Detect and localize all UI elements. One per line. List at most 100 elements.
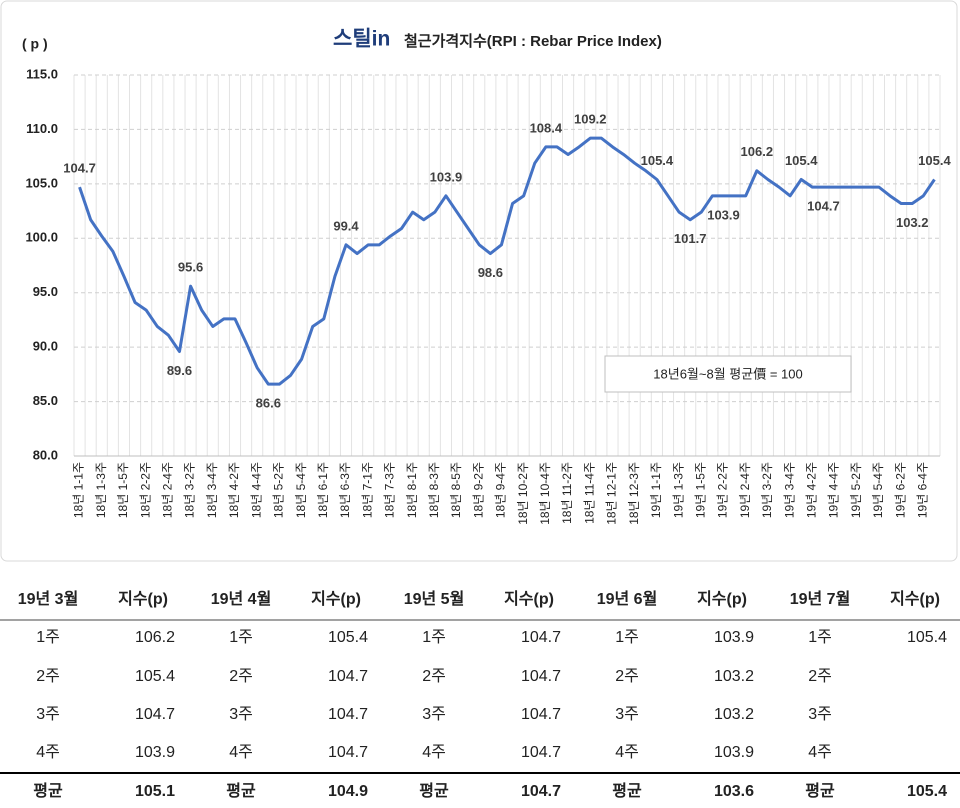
annotation-box <box>604 355 852 393</box>
table-cell: 104.7 <box>521 629 561 646</box>
x-tick-label: 18년 7-1주 <box>360 462 374 518</box>
y-tick-label: 80.0 <box>33 447 58 462</box>
table-cell: 1주 <box>422 629 446 646</box>
x-tick-label: 18년 8-1주 <box>405 462 419 518</box>
data-label: 104.7 <box>63 161 96 176</box>
x-tick-label: 18년 1-5주 <box>116 462 130 518</box>
table-cell: 1주 <box>36 629 60 646</box>
table-cell: 2주 <box>229 668 253 685</box>
x-tick-label: 18년 10-2주 <box>516 462 530 525</box>
x-tick-label: 18년 4-2주 <box>227 462 241 518</box>
table-cell: 3주 <box>808 706 832 723</box>
data-label: 89.6 <box>167 363 192 378</box>
x-tick-label: 18년 12-3주 <box>627 462 641 525</box>
x-tick-label: 19년 4-4주 <box>827 462 841 518</box>
table-header: 19년 4월 <box>211 589 272 608</box>
y-tick-label: 115.0 <box>26 66 58 81</box>
annotation: 18년6월~8월 평균價 = 100 <box>653 366 802 381</box>
y-tick-label: 110.0 <box>26 121 58 136</box>
table-cell: 4주 <box>615 744 639 761</box>
table-header: 지수(p) <box>311 590 361 608</box>
table-footer: 평균 <box>419 782 449 800</box>
x-tick-label: 18년 6-1주 <box>316 462 330 518</box>
table-footer: 104.9 <box>328 783 368 800</box>
x-tick-label: 19년 4-2주 <box>804 462 818 518</box>
x-tick-label: 18년 11-4주 <box>582 462 596 524</box>
table-header: 19년 6월 <box>597 589 658 608</box>
table-cell: 104.7 <box>328 668 368 685</box>
table-cell: 104.7 <box>135 706 175 723</box>
table-header: 지수(p) <box>118 590 168 608</box>
x-tick-label: 19년 1-5주 <box>693 462 707 518</box>
table-header: 지수(p) <box>697 590 747 608</box>
chart-title: 철근가격지수(RPI : Rebar Price Index) <box>404 32 662 50</box>
x-tick-label: 19년 2-2주 <box>716 462 730 518</box>
table-cell: 104.7 <box>328 706 368 723</box>
table-cell: 103.2 <box>714 706 754 723</box>
y-tick-label: 85.0 <box>33 393 58 408</box>
table-cell: 3주 <box>422 706 446 723</box>
data-label: 106.2 <box>741 144 774 159</box>
table-cell: 4주 <box>229 744 253 761</box>
x-tick-label: 18년 10-4주 <box>538 462 552 525</box>
x-tick-label: 18년 7-3주 <box>383 462 397 518</box>
data-label: 105.4 <box>785 153 818 168</box>
x-tick-label: 18년 11-2주 <box>560 462 574 524</box>
x-tick-label: 18년 12-1주 <box>605 462 619 525</box>
table-cell: 105.4 <box>135 668 175 685</box>
table-header: 19년 7월 <box>790 589 851 608</box>
table-cell: 106.2 <box>135 629 175 646</box>
x-tick-label: 18년 5-4주 <box>294 462 308 518</box>
table-footer: 평균 <box>33 782 63 800</box>
x-tick-label: 19년 6-2주 <box>893 462 907 518</box>
x-tick-label: 18년 4-4주 <box>249 462 263 518</box>
table-cell: 2주 <box>615 668 639 685</box>
x-tick-label: 19년 3-4주 <box>782 462 796 518</box>
table-header: 지수(p) <box>890 590 940 608</box>
table-cell: 104.7 <box>328 744 368 761</box>
table-footer: 105.4 <box>907 783 947 800</box>
table-footer: 평균 <box>226 782 256 800</box>
x-tick-label: 18년 9-4주 <box>494 462 508 518</box>
x-tick-label: 19년 1-1주 <box>649 462 663 518</box>
x-tick-label: 18년 9-2주 <box>471 462 485 518</box>
data-label: 104.7 <box>807 199 840 214</box>
x-tick-label: 18년 5-2주 <box>272 462 286 518</box>
table-footer: 104.7 <box>521 783 561 800</box>
data-label: 105.4 <box>641 153 674 168</box>
x-tick-label: 18년 8-3주 <box>427 462 441 518</box>
x-tick-label: 19년 5-2주 <box>849 462 863 518</box>
table-cell: 4주 <box>808 744 832 761</box>
data-label: 108.4 <box>530 120 563 135</box>
x-tick-label: 19년 2-4주 <box>738 462 752 518</box>
table-cell: 1주 <box>808 629 832 646</box>
x-tick-label: 18년 1-3주 <box>94 462 108 518</box>
table-cell: 3주 <box>615 706 639 723</box>
table-cell: 2주 <box>808 668 832 685</box>
table-footer: 평균 <box>805 782 835 800</box>
data-line <box>78 136 936 386</box>
table-cell: 3주 <box>229 706 253 723</box>
data-label: 101.7 <box>674 231 707 246</box>
x-tick-label: 19년 3-2주 <box>760 462 774 518</box>
data-label: 95.6 <box>178 260 203 275</box>
table-cell: 103.9 <box>135 744 175 761</box>
data-label: 103.9 <box>430 169 463 184</box>
x-tick-label: 18년 2-4주 <box>161 462 175 518</box>
data-label: 99.4 <box>333 218 359 233</box>
table-cell: 103.9 <box>714 744 754 761</box>
x-tick-label: 19년 5-4주 <box>871 462 885 518</box>
y-tick-label: 100.0 <box>25 230 58 245</box>
x-tick-label: 18년 1-1주 <box>72 462 86 518</box>
table-cell: 4주 <box>422 744 446 761</box>
table-footer: 105.1 <box>135 783 175 800</box>
table-cell: 4주 <box>36 744 60 761</box>
table-cell: 3주 <box>36 706 60 723</box>
x-tick-label: 19년 6-4주 <box>916 462 930 518</box>
table-header: 지수(p) <box>504 590 554 608</box>
x-tick-label: 18년 6-3주 <box>338 462 352 518</box>
table-cell: 2주 <box>422 668 446 685</box>
table-cell: 103.9 <box>714 629 754 646</box>
table-header: 19년 3월 <box>18 589 79 608</box>
